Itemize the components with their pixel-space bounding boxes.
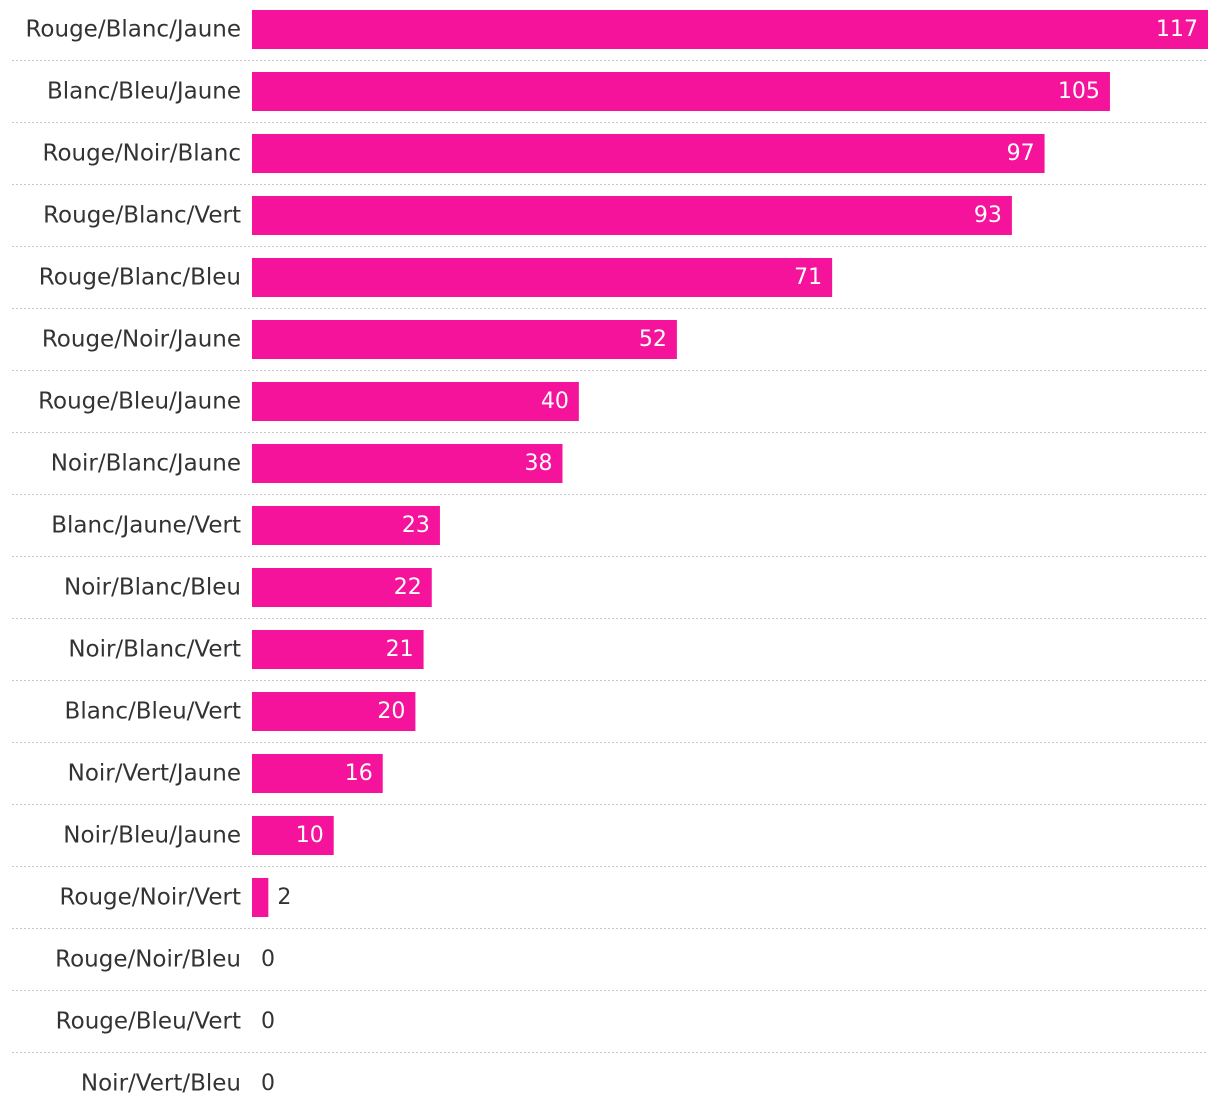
bar [252, 754, 383, 793]
bar [252, 72, 1110, 111]
category-label: Rouge/Blanc/Jaune [25, 17, 241, 43]
bar [252, 134, 1045, 173]
bar [252, 692, 416, 731]
category-label: Rouge/Blanc/Vert [43, 203, 241, 229]
value-label: 40 [541, 389, 569, 414]
value-label: 52 [639, 327, 667, 352]
value-label: 10 [296, 823, 324, 848]
value-label: 21 [386, 637, 414, 662]
value-label: 16 [345, 761, 373, 786]
value-label: 38 [524, 451, 552, 476]
category-label: Noir/Blanc/Bleu [64, 575, 241, 601]
category-label: Blanc/Bleu/Vert [65, 699, 241, 725]
category-label: Rouge/Blanc/Bleu [39, 265, 241, 291]
bar [252, 878, 269, 917]
category-label: Blanc/Bleu/Jaune [47, 79, 241, 105]
bar [252, 816, 334, 855]
bar [252, 444, 563, 483]
category-label: Noir/Bleu/Jaune [63, 823, 241, 849]
category-label: Noir/Vert/Bleu [81, 1071, 241, 1097]
value-label: 2 [277, 885, 291, 910]
value-label: 0 [261, 1071, 275, 1096]
value-label: 105 [1058, 79, 1100, 104]
bar [252, 320, 677, 359]
category-label: Rouge/Noir/Blanc [43, 141, 241, 167]
value-label: 71 [794, 265, 822, 290]
value-label: 22 [394, 575, 422, 600]
value-label: 0 [261, 947, 275, 972]
category-label: Noir/Blanc/Jaune [51, 451, 241, 477]
value-label: 23 [402, 513, 430, 538]
value-label: 117 [1156, 17, 1198, 42]
bar [252, 568, 432, 607]
category-label: Blanc/Jaune/Vert [51, 513, 241, 539]
value-label: 97 [1007, 141, 1035, 166]
category-label: Rouge/Noir/Vert [59, 885, 241, 911]
value-label: 0 [261, 1009, 275, 1034]
bar [252, 10, 1208, 49]
category-label: Noir/Blanc/Vert [68, 637, 241, 663]
category-label: Noir/Vert/Jaune [68, 761, 241, 787]
category-label: Rouge/Noir/Bleu [55, 947, 241, 973]
bar [252, 196, 1012, 235]
bar [252, 506, 440, 545]
category-label: Rouge/Noir/Jaune [42, 327, 241, 353]
category-label: Rouge/Bleu/Vert [56, 1009, 241, 1035]
value-label: 20 [377, 699, 405, 724]
bar [252, 630, 424, 669]
bar [252, 382, 579, 421]
bar [252, 258, 833, 297]
category-label: Rouge/Bleu/Jaune [38, 389, 241, 415]
value-label: 93 [974, 203, 1002, 228]
